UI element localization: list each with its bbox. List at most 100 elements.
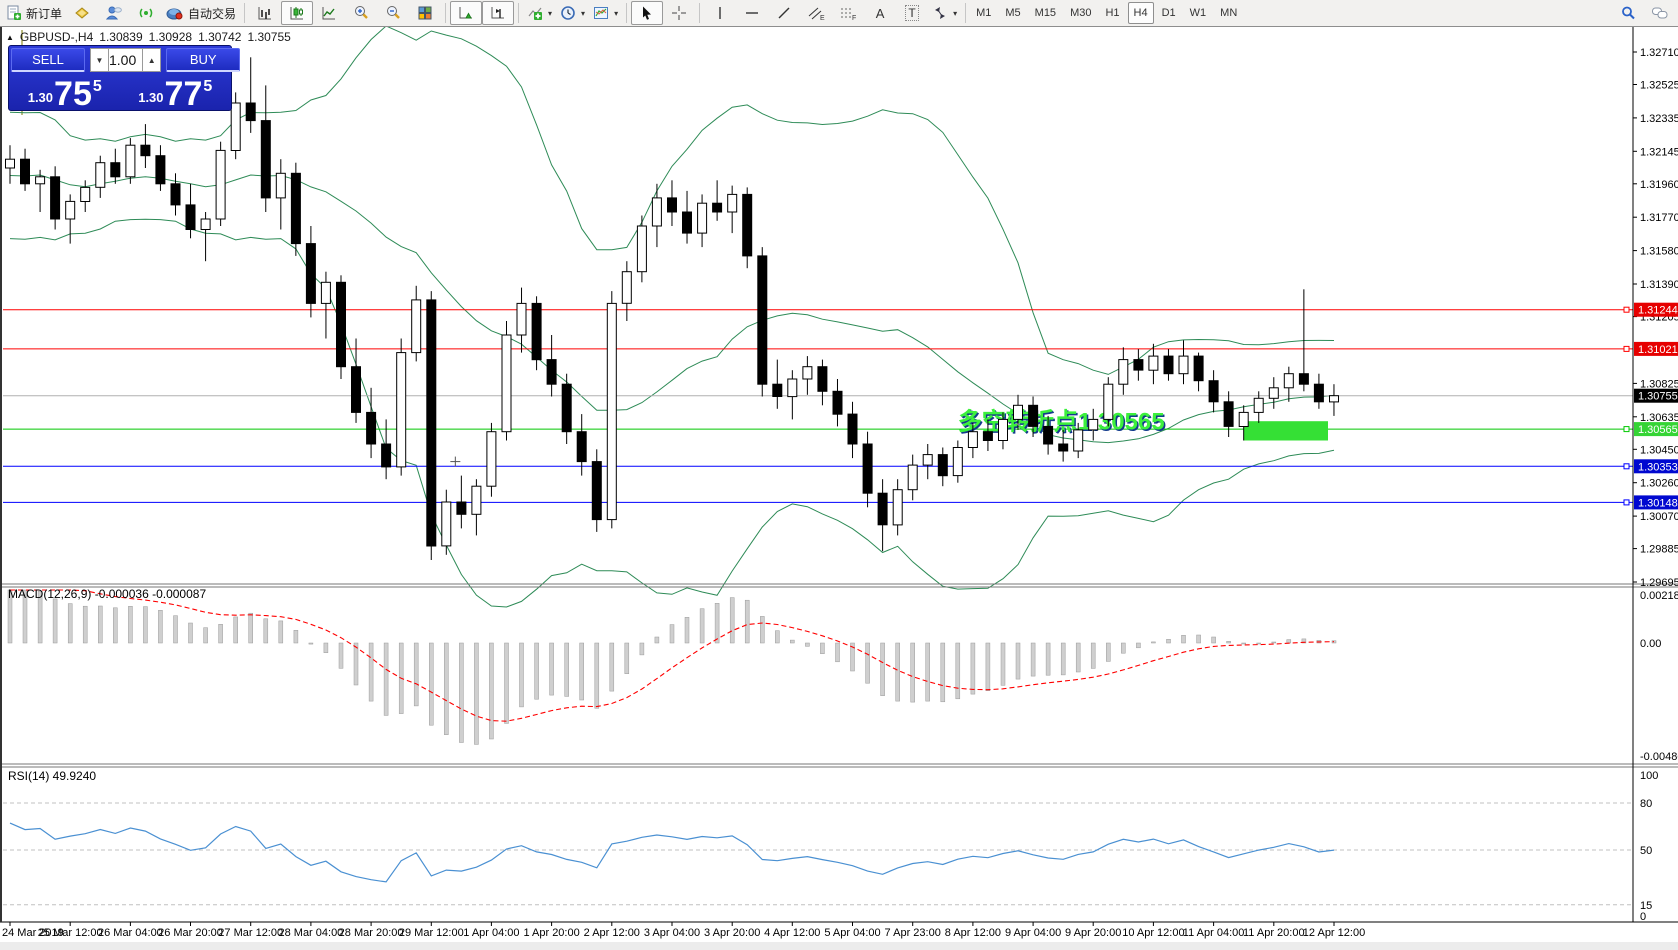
rsi-scale-label: 50 <box>1640 845 1652 857</box>
macd-histogram-bar <box>233 616 238 644</box>
candle-body <box>290 172 301 245</box>
horizontal-line-tool[interactable] <box>736 1 768 25</box>
time-tick-label: 28 Mar 20:00 <box>339 927 404 939</box>
buy-button[interactable]: BUY <box>166 48 241 72</box>
templates-button[interactable]: ▾ <box>589 1 622 25</box>
candle-body <box>65 200 76 220</box>
candle-body <box>1329 395 1339 403</box>
macd-histogram-bar <box>353 642 359 686</box>
time-tick-label: 12 Apr 12:00 <box>1303 927 1365 939</box>
macd-histogram-bar <box>519 642 524 708</box>
candle-body <box>1043 425 1054 445</box>
candle-body <box>1103 383 1114 420</box>
chevron-down-icon: ▾ <box>548 8 553 18</box>
candle-body <box>1148 355 1159 371</box>
cursor-button[interactable] <box>631 1 664 25</box>
hline-handle[interactable] <box>1623 463 1630 470</box>
text-tool[interactable]: A <box>864 1 896 25</box>
candle-body <box>802 366 813 380</box>
timeframe-MN[interactable]: MN <box>1220 7 1238 19</box>
price-tick-label: 1.32335 <box>1640 113 1678 125</box>
macd-histogram-bar <box>143 606 148 644</box>
hline-handle[interactable] <box>1623 345 1630 352</box>
candlestick-chart-button[interactable] <box>281 1 314 25</box>
new-order-button[interactable]: 新订单 <box>2 1 66 25</box>
candle-body <box>305 243 316 304</box>
zoom-in-button[interactable] <box>345 1 377 25</box>
macd-histogram-bar <box>970 642 976 695</box>
volume-decrease-button[interactable]: ▼ <box>90 48 109 72</box>
rsi-scale-label: 80 <box>1640 798 1652 810</box>
candle-body <box>772 383 783 398</box>
arrows-tool[interactable]: ▾ <box>928 1 961 25</box>
one-click-collapse-icon[interactable]: ▲ <box>6 32 14 42</box>
sell-price[interactable]: 1.30 75 5 <box>11 74 119 113</box>
ohlc-high: 1.30928 <box>148 30 193 44</box>
ohlc-close: 1.30755 <box>247 30 291 44</box>
timeframe-M30[interactable]: M30 <box>1070 7 1092 19</box>
rectangle-object[interactable] <box>1243 421 1328 441</box>
zoom-out-button[interactable] <box>377 1 409 25</box>
algo-trading-label: 自动交易 <box>188 6 237 21</box>
label-tool[interactable]: T <box>896 1 928 25</box>
volume-increase-button[interactable]: ▲ <box>142 48 162 72</box>
sell-button[interactable]: SELL <box>11 48 85 72</box>
macd-histogram-bar <box>218 624 223 644</box>
timeframe-H1[interactable]: H1 <box>1105 7 1120 19</box>
arrows-icon <box>935 7 946 19</box>
time-tick-label: 3 Apr 20:00 <box>704 927 760 939</box>
chat-button[interactable] <box>1644 1 1676 25</box>
chart-shift-button[interactable] <box>482 1 515 25</box>
timeframe-M15[interactable]: M15 <box>1034 7 1057 19</box>
timeframe-M5[interactable]: M5 <box>1005 7 1021 19</box>
trendline-tool[interactable] <box>768 1 800 25</box>
timeframe-W1[interactable]: W1 <box>1189 7 1207 19</box>
candle-body <box>20 158 30 185</box>
sell-price-big: 75 <box>54 75 92 113</box>
hline-handle[interactable] <box>1623 426 1630 433</box>
timeframe-group: M1 M5 M15 M30 H1 H4 D1 W1 MN <box>970 2 1243 24</box>
crosshair-button[interactable] <box>663 1 695 25</box>
auto-scroll-button[interactable] <box>450 1 483 25</box>
annotation-text[interactable]: 多空转折点1.30565 <box>958 407 1165 435</box>
buy-price[interactable]: 1.30 77 5 <box>122 74 230 111</box>
macd-histogram-bar <box>1181 635 1186 644</box>
community-button[interactable] <box>98 1 130 25</box>
hline-handle[interactable] <box>1623 306 1630 313</box>
fibonacci-tool[interactable]: F <box>832 1 864 25</box>
vertical-line-tool[interactable] <box>704 1 736 25</box>
price-marker-label: 1.30755 <box>1638 391 1678 403</box>
macd-histogram-bar <box>22 589 28 644</box>
tile-windows-button[interactable] <box>409 1 441 25</box>
signals-button[interactable] <box>130 1 162 25</box>
line-chart-button[interactable] <box>313 1 345 25</box>
macd-histogram-bar <box>684 617 690 644</box>
search-button[interactable] <box>1612 1 1644 25</box>
equidistant-channel-tool[interactable]: E <box>800 1 832 25</box>
algo-trading-button[interactable]: 自动交易 <box>162 1 240 25</box>
price-tick-label: 1.30070 <box>1640 511 1678 523</box>
bar-chart-button[interactable] <box>249 1 281 25</box>
macd-histogram-bar <box>444 642 449 735</box>
periods-button[interactable]: ▾ <box>556 1 589 25</box>
volume-input[interactable]: 1.00 <box>109 48 143 72</box>
indicators-button[interactable]: ▾ <box>523 1 556 25</box>
vertical-line-icon <box>719 7 721 19</box>
candle-body <box>155 155 166 185</box>
macd-histogram-bar <box>940 642 946 703</box>
candle-body <box>486 431 497 487</box>
price-tick-label: 1.30450 <box>1640 444 1678 456</box>
candle-body <box>95 162 106 188</box>
chart-header: ▲ GBPUSD-,H4 1.30839 1.30928 1.30742 1.3… <box>6 30 291 44</box>
market-depth-button[interactable] <box>66 1 98 25</box>
timeframe-D1[interactable]: D1 <box>1161 7 1176 19</box>
chevron-down-icon: ▾ <box>614 8 619 18</box>
candle-body <box>516 302 527 336</box>
time-tick-label: 27 Mar 12:00 <box>218 927 283 939</box>
chart-canvas[interactable]: 多空转折点1.30565多空转折点1.305651.327101.325251.… <box>0 27 1678 950</box>
timeframe-H4[interactable]: H4 <box>1127 2 1154 24</box>
hline-handle[interactable] <box>1623 499 1630 506</box>
timeframe-M1[interactable]: M1 <box>976 7 992 19</box>
macd-histogram-bar <box>820 642 825 654</box>
